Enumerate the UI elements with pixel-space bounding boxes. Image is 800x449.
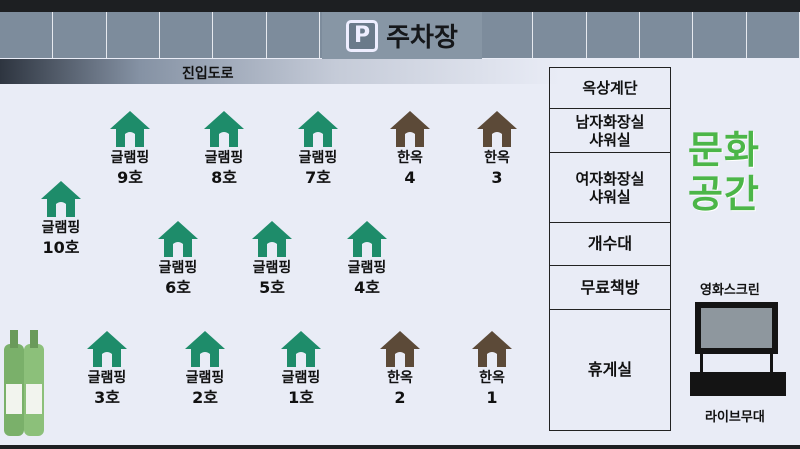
site-type-label: 글램핑 bbox=[110, 150, 150, 166]
hanok-site: 한옥 4 bbox=[370, 110, 450, 188]
glamping-house-icon bbox=[347, 221, 387, 257]
site-type-label: 한옥 bbox=[387, 370, 413, 386]
parking-label: 주차장 bbox=[386, 23, 458, 53]
stage-icon bbox=[690, 372, 786, 396]
hanok-site: 한옥 3 bbox=[457, 110, 537, 188]
glamping-site: 글램핑 10호 bbox=[21, 180, 101, 258]
glamping-house-icon bbox=[41, 181, 81, 217]
site-type-label: 글램핑 bbox=[87, 370, 127, 386]
site-number: 1 bbox=[486, 388, 498, 407]
hanok-house-icon bbox=[472, 331, 512, 367]
site-type-label: 글램핑 bbox=[158, 260, 198, 276]
glamping-site: 글램핑 4호 bbox=[327, 220, 407, 298]
facility-sink: 개수대 bbox=[550, 223, 670, 266]
glamping-site: 글램핑 9호 bbox=[90, 110, 170, 188]
glamping-house-icon bbox=[110, 111, 150, 147]
site-type-label: 글램핑 bbox=[41, 220, 81, 236]
site-number: 7호 bbox=[305, 168, 331, 187]
facility-lounge: 휴게실 bbox=[587, 360, 633, 379]
culture-space-title: 문화 공간 bbox=[688, 128, 760, 216]
glamping-site: 글램핑 2호 bbox=[165, 330, 245, 408]
glamping-site: 글램핑 8호 bbox=[184, 110, 264, 188]
facility-rooftop-stairs: 옥상계단 bbox=[550, 68, 670, 109]
glamping-house-icon bbox=[158, 221, 198, 257]
site-number: 4호 bbox=[354, 278, 380, 297]
facility-womens-restroom: 여자화장실 샤워실 bbox=[550, 153, 670, 223]
hanok-house-icon bbox=[390, 111, 430, 147]
site-number: 2 bbox=[394, 388, 406, 407]
movie-screen-icon bbox=[695, 302, 778, 354]
site-type-label: 글램핑 bbox=[252, 260, 292, 276]
glamping-site: 글램핑 6호 bbox=[138, 220, 218, 298]
glamping-site: 글램핑 5호 bbox=[232, 220, 312, 298]
screen-stand bbox=[700, 354, 773, 372]
parking-icon: P bbox=[346, 19, 379, 52]
site-number: 1호 bbox=[288, 388, 314, 407]
soju-bottles-icon bbox=[4, 330, 44, 436]
hanok-house-icon bbox=[477, 111, 517, 147]
facility-mens-restroom: 남자화장실 샤워실 bbox=[550, 109, 670, 153]
glamping-site: 글램핑 3호 bbox=[67, 330, 147, 408]
site-type-label: 한옥 bbox=[484, 150, 510, 166]
site-type-label: 글램핑 bbox=[347, 260, 387, 276]
live-stage-label: 라이브무대 bbox=[705, 410, 765, 425]
site-number: 4 bbox=[404, 168, 416, 187]
site-number: 2호 bbox=[192, 388, 218, 407]
glamping-house-icon bbox=[252, 221, 292, 257]
site-type-label: 글램핑 bbox=[298, 150, 338, 166]
soju-advert bbox=[0, 300, 60, 445]
site-number: 6호 bbox=[165, 278, 191, 297]
map-board bbox=[0, 12, 800, 445]
glamping-house-icon bbox=[185, 331, 225, 367]
movie-screen-label: 영화스크린 bbox=[700, 283, 760, 298]
site-number: 3 bbox=[491, 168, 503, 187]
entry-road-label: 진입도로 bbox=[182, 66, 234, 82]
hanok-house-icon bbox=[380, 331, 420, 367]
glamping-house-icon bbox=[298, 111, 338, 147]
site-number: 10호 bbox=[42, 238, 80, 257]
site-type-label: 글램핑 bbox=[185, 370, 225, 386]
parking-title: P 주차장 bbox=[322, 12, 482, 59]
site-type-label: 글램핑 bbox=[204, 150, 244, 166]
hanok-site: 한옥 2 bbox=[360, 330, 440, 408]
site-number: 5호 bbox=[259, 278, 285, 297]
site-number: 3호 bbox=[94, 388, 120, 407]
entry-road bbox=[0, 59, 560, 84]
glamping-house-icon bbox=[204, 111, 244, 147]
glamping-site: 글램핑 1호 bbox=[261, 330, 341, 408]
site-type-label: 한옥 bbox=[397, 150, 423, 166]
site-type-label: 글램핑 bbox=[281, 370, 321, 386]
glamping-site: 글램핑 7호 bbox=[278, 110, 358, 188]
facility-column: 옥상계단 남자화장실 샤워실 여자화장실 샤워실 개수대 무료책방 휴게실 bbox=[549, 67, 671, 431]
site-number: 9호 bbox=[117, 168, 143, 187]
facility-free-library: 무료책방 bbox=[550, 266, 670, 310]
site-number: 8호 bbox=[211, 168, 237, 187]
site-type-label: 한옥 bbox=[479, 370, 505, 386]
glamping-house-icon bbox=[87, 331, 127, 367]
hanok-site: 한옥 1 bbox=[452, 330, 532, 408]
glamping-house-icon bbox=[281, 331, 321, 367]
